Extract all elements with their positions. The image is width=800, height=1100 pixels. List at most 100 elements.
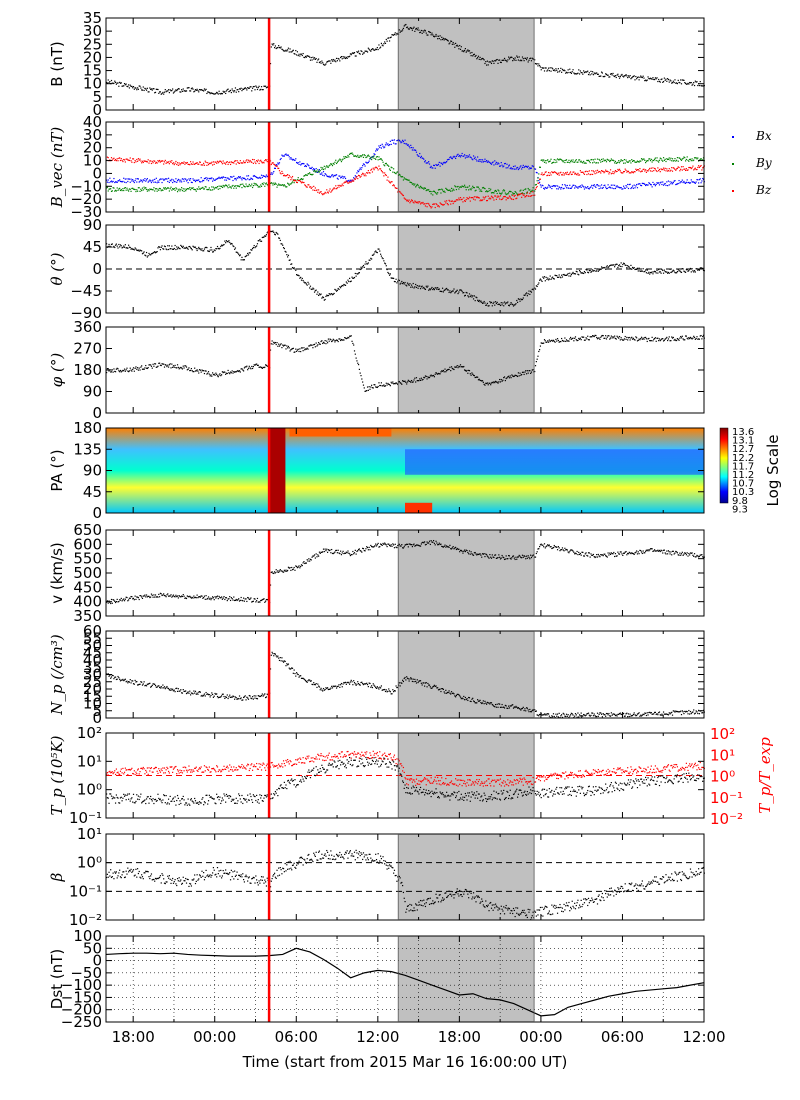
data-point bbox=[168, 595, 170, 597]
data-point bbox=[552, 171, 554, 174]
data-point bbox=[521, 192, 524, 194]
data-point bbox=[234, 185, 237, 187]
data-point bbox=[453, 189, 455, 191]
data-point bbox=[599, 75, 601, 77]
data-point bbox=[262, 174, 264, 177]
data-point bbox=[661, 78, 663, 80]
data-point bbox=[154, 252, 157, 254]
data-point bbox=[235, 598, 237, 601]
data-point bbox=[391, 167, 393, 169]
data-point bbox=[143, 179, 145, 182]
data-point bbox=[586, 71, 588, 73]
data-point bbox=[182, 88, 184, 90]
data-point bbox=[260, 88, 262, 91]
data-point bbox=[438, 373, 440, 375]
data-point bbox=[685, 83, 687, 85]
series-Bz bbox=[106, 156, 705, 209]
data-point bbox=[334, 175, 336, 177]
data-point bbox=[486, 304, 488, 306]
data-point bbox=[613, 187, 615, 190]
data-point bbox=[132, 87, 134, 89]
data-point bbox=[149, 254, 151, 256]
data-point bbox=[631, 77, 633, 79]
data-point bbox=[479, 56, 481, 59]
data-point bbox=[515, 168, 517, 170]
data-point bbox=[181, 595, 184, 598]
data-point bbox=[153, 187, 155, 189]
data-point bbox=[641, 182, 643, 184]
data-point bbox=[171, 596, 173, 598]
data-point bbox=[177, 189, 179, 191]
data-point bbox=[188, 596, 190, 598]
data-point bbox=[275, 165, 277, 167]
data-point bbox=[190, 163, 193, 165]
data-point bbox=[589, 336, 591, 338]
data-point bbox=[274, 572, 276, 574]
data-point bbox=[574, 273, 577, 275]
data-point bbox=[171, 189, 173, 191]
data-point bbox=[678, 179, 680, 182]
data-point bbox=[281, 243, 283, 245]
data-point bbox=[189, 596, 192, 598]
data-point bbox=[309, 186, 311, 188]
data-point bbox=[508, 197, 510, 199]
data-point bbox=[637, 339, 639, 341]
data-point bbox=[418, 201, 420, 203]
data-point bbox=[628, 183, 630, 186]
data-point bbox=[150, 365, 153, 367]
data-point bbox=[459, 186, 461, 188]
data-point bbox=[629, 183, 631, 185]
data-point bbox=[514, 374, 516, 376]
data-point bbox=[197, 179, 199, 181]
data-point bbox=[261, 367, 263, 369]
data-point bbox=[516, 193, 519, 196]
data-point bbox=[106, 187, 108, 189]
data-point bbox=[207, 188, 210, 191]
data-point bbox=[442, 291, 444, 293]
data-point bbox=[296, 567, 299, 569]
data-point bbox=[570, 187, 573, 189]
data-point bbox=[616, 74, 618, 76]
data-point bbox=[204, 370, 206, 372]
data-point bbox=[529, 370, 531, 372]
data-point bbox=[539, 349, 541, 351]
data-point bbox=[272, 343, 274, 345]
data-point bbox=[118, 243, 120, 246]
data-point bbox=[683, 180, 685, 183]
data-point bbox=[597, 171, 599, 173]
data-point bbox=[260, 174, 263, 176]
data-point bbox=[696, 336, 698, 338]
data-point bbox=[196, 249, 198, 252]
data-point bbox=[184, 365, 186, 367]
data-point bbox=[380, 255, 383, 257]
data-point bbox=[243, 367, 246, 369]
data-point bbox=[274, 182, 276, 184]
data-point bbox=[625, 184, 627, 187]
data-point bbox=[342, 177, 344, 179]
data-point bbox=[189, 164, 191, 166]
data-point bbox=[693, 84, 696, 87]
data-point bbox=[669, 79, 671, 81]
data-point bbox=[434, 373, 436, 375]
data-point bbox=[313, 555, 315, 557]
data-point bbox=[133, 599, 135, 601]
data-point bbox=[416, 201, 418, 203]
data-point bbox=[282, 175, 285, 177]
data-point bbox=[503, 301, 506, 303]
data-point bbox=[158, 181, 160, 183]
data-point bbox=[160, 190, 162, 192]
series-By bbox=[106, 152, 705, 196]
data-point bbox=[273, 341, 275, 343]
data-point bbox=[246, 159, 248, 161]
data-point bbox=[686, 169, 688, 171]
data-point bbox=[322, 193, 325, 195]
data-point bbox=[572, 171, 574, 173]
data-point bbox=[119, 246, 121, 248]
data-point bbox=[172, 88, 174, 90]
data-point bbox=[463, 197, 465, 199]
data-point bbox=[292, 267, 294, 270]
data-point bbox=[658, 268, 660, 271]
data-point bbox=[122, 180, 124, 183]
data-point bbox=[175, 89, 177, 91]
data-point bbox=[271, 571, 273, 573]
